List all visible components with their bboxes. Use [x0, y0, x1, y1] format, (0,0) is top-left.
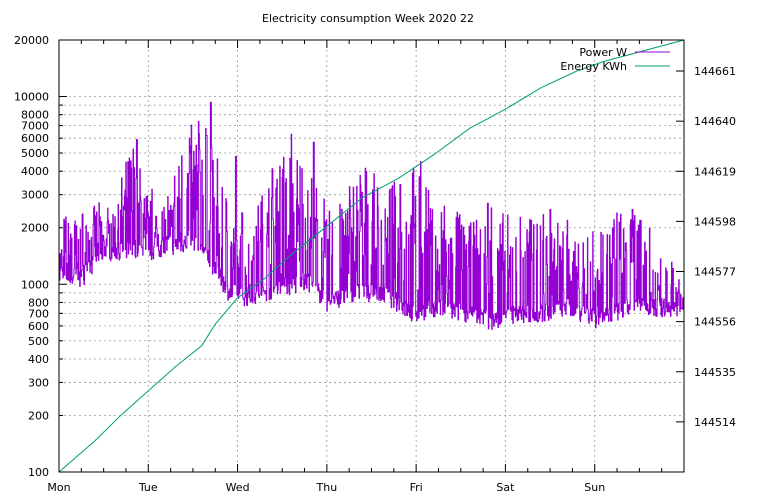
left-tick-label: 100	[28, 466, 49, 479]
right-tick-label: 144661	[694, 65, 736, 78]
x-tick-label: Wed	[226, 481, 250, 494]
left-tick-label: 10000	[14, 91, 49, 104]
left-tick-label: 400	[28, 353, 49, 366]
left-tick-label: 300	[28, 376, 49, 389]
left-tick-label: 7000	[21, 120, 49, 133]
x-tick-label: Sun	[584, 481, 605, 494]
right-tick-label: 144640	[694, 115, 736, 128]
left-tick-label: 600	[28, 320, 49, 333]
x-tick-label: Mon	[47, 481, 70, 494]
left-tick-label: 5000	[21, 147, 49, 160]
legend-label: Power W	[579, 46, 627, 59]
left-tick-label: 4000	[21, 165, 49, 178]
left-tick-label: 3000	[21, 189, 49, 202]
left-tick-label: 1000	[21, 278, 49, 291]
x-tick-label: Thu	[316, 481, 338, 494]
right-axis: 144514 144535 144556 144577 144598 144619 1446…	[676, 65, 736, 429]
left-tick-label: 20000	[14, 34, 49, 47]
right-tick-label: 144514	[694, 416, 736, 429]
left-tick-label: 2000	[21, 222, 49, 235]
x-tick-label: Tue	[138, 481, 158, 494]
left-tick-label: 700	[28, 307, 49, 320]
x-axis: Mon Tue Wed Thu Fri Sat Sun	[47, 40, 663, 494]
series-power-line	[59, 101, 685, 330]
left-tick-label: 800	[28, 296, 49, 309]
x-tick-label: Fri	[410, 481, 423, 494]
right-tick-label: 144577	[694, 266, 736, 279]
left-tick-label: 8000	[21, 109, 49, 122]
right-tick-label: 144556	[694, 316, 736, 329]
legend-label: Energy KWh	[560, 60, 627, 73]
left-tick-label: 200	[28, 409, 49, 422]
left-tick-label: 500	[28, 335, 49, 348]
left-tick-label: 6000	[21, 132, 49, 145]
right-tick-label: 144619	[694, 165, 736, 178]
x-tick-label: Sat	[496, 481, 515, 494]
right-tick-label: 144535	[694, 366, 736, 379]
grid	[59, 40, 684, 472]
right-tick-label: 144598	[694, 215, 736, 228]
series-energy-line	[58, 39, 685, 473]
series-layer	[58, 39, 685, 473]
chart-title: Electricity consumption Week 2020 22	[262, 12, 474, 25]
